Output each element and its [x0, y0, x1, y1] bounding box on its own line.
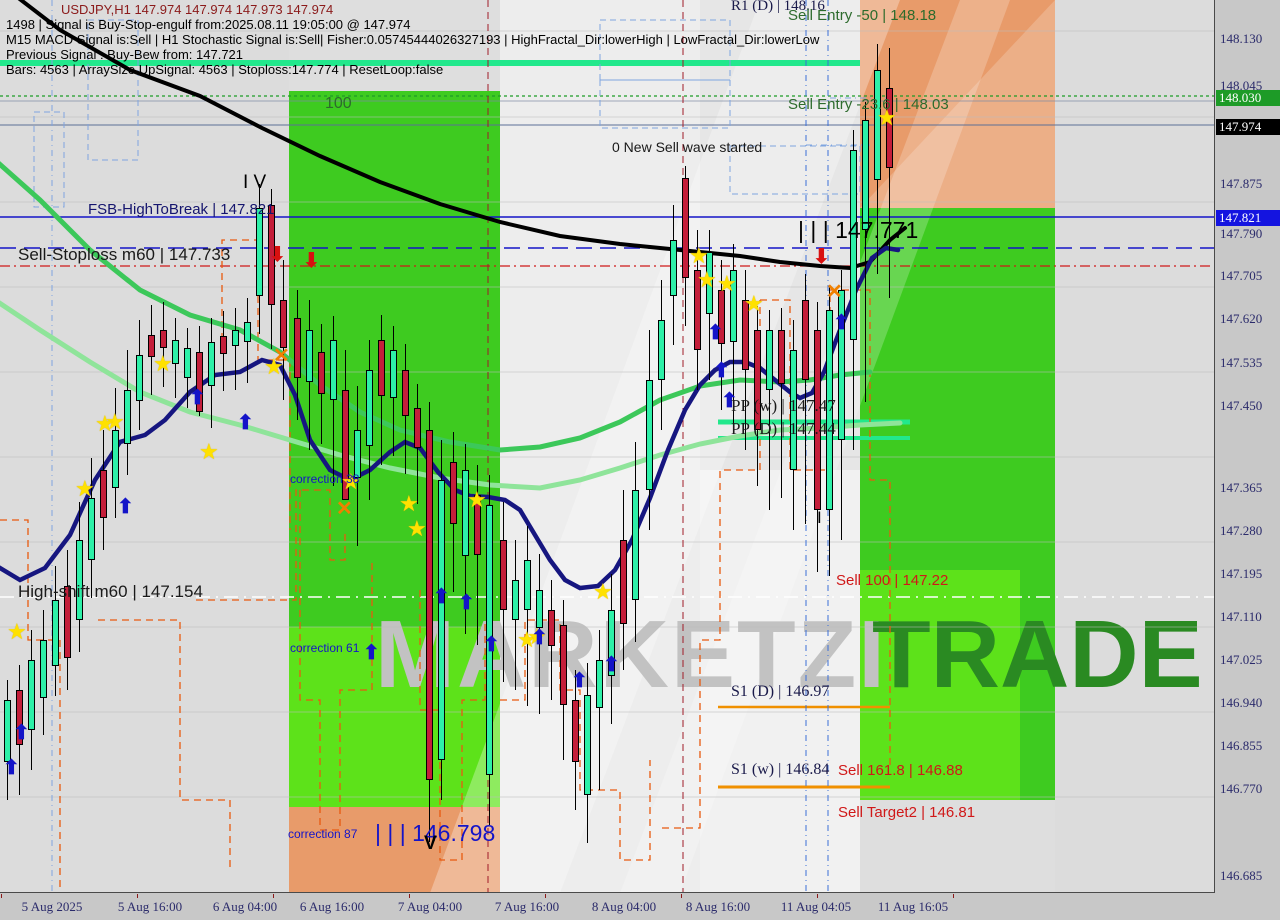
price-axis[interactable]: 148.130 148.045 147.960 147.875 147.790 … [1216, 0, 1280, 893]
label-sell-1618: Sell 161.8 | 146.88 [838, 762, 963, 779]
time-tick: 5 Aug 16:00 [117, 899, 183, 914]
price-tick: 146.685 [1220, 868, 1263, 883]
price-tick: 147.705 [1220, 268, 1263, 283]
time-tick: 7 Aug 16:00 [494, 899, 560, 914]
price-tick: 146.940 [1220, 695, 1263, 710]
chart-plot-area[interactable]: MARKETZI TRADE [0, 0, 1215, 893]
label-r1-d: R1 (D) | 148.16 [731, 0, 825, 14]
time-tick: 8 Aug 16:00 [685, 899, 751, 914]
label-s1-d: S1 (D) | 146.97 [731, 683, 830, 700]
time-tick: 5 Aug 2025 [21, 899, 83, 914]
label-pp-w: PP (w) | 147.47 [731, 396, 836, 415]
time-tick: 6 Aug 04:00 [212, 899, 278, 914]
ask-price-badge: 148.030 [1216, 90, 1280, 106]
time-tick: 11 Aug 16:05 [877, 899, 949, 914]
price-tick: 147.620 [1220, 311, 1263, 326]
header-bars-line: Bars: 4563 | ArraySize UpSignal: 4563 | … [6, 62, 444, 77]
label-pp-d: PP (D) | 147.44 [731, 419, 836, 438]
label-sell-stoploss: Sell-Stoploss m60 | 147.733 [18, 245, 231, 264]
header-signal-line: 1498 | Signal is Buy-Stop-engulf from:20… [6, 17, 411, 32]
time-tick: 11 Aug 04:05 [780, 899, 852, 914]
price-tick: 147.875 [1220, 176, 1263, 191]
price-tick: 147.450 [1220, 398, 1263, 413]
bid-price-badge: 147.974 [1216, 119, 1280, 135]
panel-light-5 [0, 0, 289, 892]
price-tick: 147.195 [1220, 566, 1263, 581]
label-roman-v: V [424, 833, 437, 854]
level-price-badge: 147.821 [1216, 210, 1280, 226]
header-previous-signal-line: Previous Signal : Buy-Bew from: 147.721 [6, 47, 244, 62]
price-tick: 147.535 [1220, 355, 1263, 370]
price-tick: 147.790 [1220, 226, 1263, 241]
panel-light-4 [1055, 0, 1214, 892]
price-tick: 148.130 [1220, 31, 1263, 46]
label-new-sell-wave: 0 New Sell wave started [612, 139, 763, 155]
label-sell-100: Sell 100 | 147.22 [836, 572, 949, 589]
label-correction-61: correction 61 [290, 641, 360, 655]
price-tick: 146.855 [1220, 738, 1263, 753]
price-tick: 146.770 [1220, 781, 1263, 796]
chart-header-info: USDJPY,H1 147.974 147.974 147.973 147.97… [6, 2, 819, 77]
price-tick: 147.280 [1220, 523, 1263, 538]
label-sell-entry-236: Sell Entry -23.6 | 148.03 [788, 96, 949, 113]
label-price-146798: | | | 146.798 [375, 820, 496, 846]
price-tick: 147.025 [1220, 652, 1263, 667]
header-symbol-line: USDJPY,H1 147.974 147.974 147.973 147.97… [61, 2, 334, 17]
panel-light-2 [500, 0, 700, 892]
price-tick: 147.110 [1220, 609, 1262, 624]
label-tick-mark: I [817, 508, 822, 527]
time-tick: 6 Aug 16:00 [299, 899, 365, 914]
label-price-147771: | | | 147.771 [798, 217, 919, 243]
label-fsb-high-to-break: FSB-HighToBreak | 147.821 [88, 201, 275, 218]
header-indicators-line: M15 MACD Signal is:Sell | H1 Stochastic … [6, 32, 820, 47]
label-correction-38: correction 38 [290, 472, 360, 486]
label-level-100: 100 [325, 95, 352, 112]
price-tick: 147.365 [1220, 480, 1263, 495]
price-tick: 148.045 [1220, 78, 1263, 93]
time-tick: 7 Aug 04:00 [397, 899, 463, 914]
label-high-shift: High-shift m60 | 147.154 [18, 582, 203, 601]
label-correction-87: correction 87 [288, 827, 358, 841]
label-roman-iv: I V [243, 172, 267, 193]
label-s1-w: S1 (w) | 146.84 [731, 761, 830, 778]
time-tick: 8 Aug 04:00 [591, 899, 657, 914]
label-sell-target2: Sell Target2 | 146.81 [838, 804, 976, 821]
label-sell-entry-50: Sell Entry -50 | 148.18 [788, 7, 937, 24]
time-axis[interactable]: 5 Aug 2025 5 Aug 16:00 6 Aug 04:00 6 Aug… [0, 894, 1215, 920]
